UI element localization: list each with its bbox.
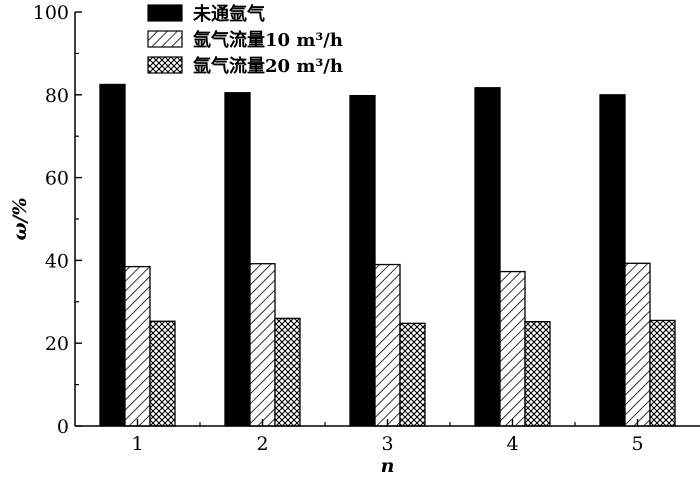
bar-series-2-category-3 <box>374 263 401 427</box>
x-axis-label: n <box>381 455 395 477</box>
legend-swatch-2 <box>147 30 183 48</box>
bar-series-1-category-1 <box>99 83 126 427</box>
y-axis-label: ω/% <box>9 197 31 240</box>
x-tick-label: 4 <box>506 433 518 455</box>
y-tick-label: 60 <box>45 168 69 190</box>
bar-series-2-category-5 <box>624 262 651 427</box>
bar-series-3-category-4 <box>524 321 551 427</box>
bar-series-2-category-2 <box>249 263 276 427</box>
x-tick-label: 3 <box>381 433 393 455</box>
y-tick-label: 80 <box>45 85 69 107</box>
y-tick-label: 20 <box>45 333 69 355</box>
legend-label-1: 未通氩气 <box>193 3 265 25</box>
y-tick-label: 100 <box>33 2 69 24</box>
bar-series-1-category-3 <box>349 94 376 427</box>
x-tick-label: 5 <box>631 433 643 455</box>
bars <box>99 83 676 427</box>
legend-swatch-1 <box>147 4 183 22</box>
bar-series-2-category-1 <box>124 265 151 427</box>
bar-series-1-category-4 <box>474 87 501 427</box>
bar-series-3-category-3 <box>399 322 426 427</box>
bar-series-3-category-1 <box>149 320 176 427</box>
bar-series-2-category-4 <box>499 270 526 427</box>
legend-label-2: 氩气流量10 m³/h <box>193 29 343 51</box>
y-tick-label: 40 <box>45 250 69 272</box>
legend-label-3: 氩气流量20 m³/h <box>193 55 343 77</box>
axes: 0 20 40 60 80 100 1 2 3 4 5 <box>33 2 700 455</box>
bar-series-1-category-5 <box>599 94 626 427</box>
bar-series-3-category-5 <box>649 319 676 427</box>
legend-swatch-3 <box>147 56 183 74</box>
x-tick-label: 2 <box>256 433 268 455</box>
x-tick-label: 1 <box>131 433 143 455</box>
y-tick-label: 0 <box>57 416 69 438</box>
bar-series-3-category-2 <box>274 317 301 427</box>
bar-series-1-category-2 <box>224 92 251 427</box>
